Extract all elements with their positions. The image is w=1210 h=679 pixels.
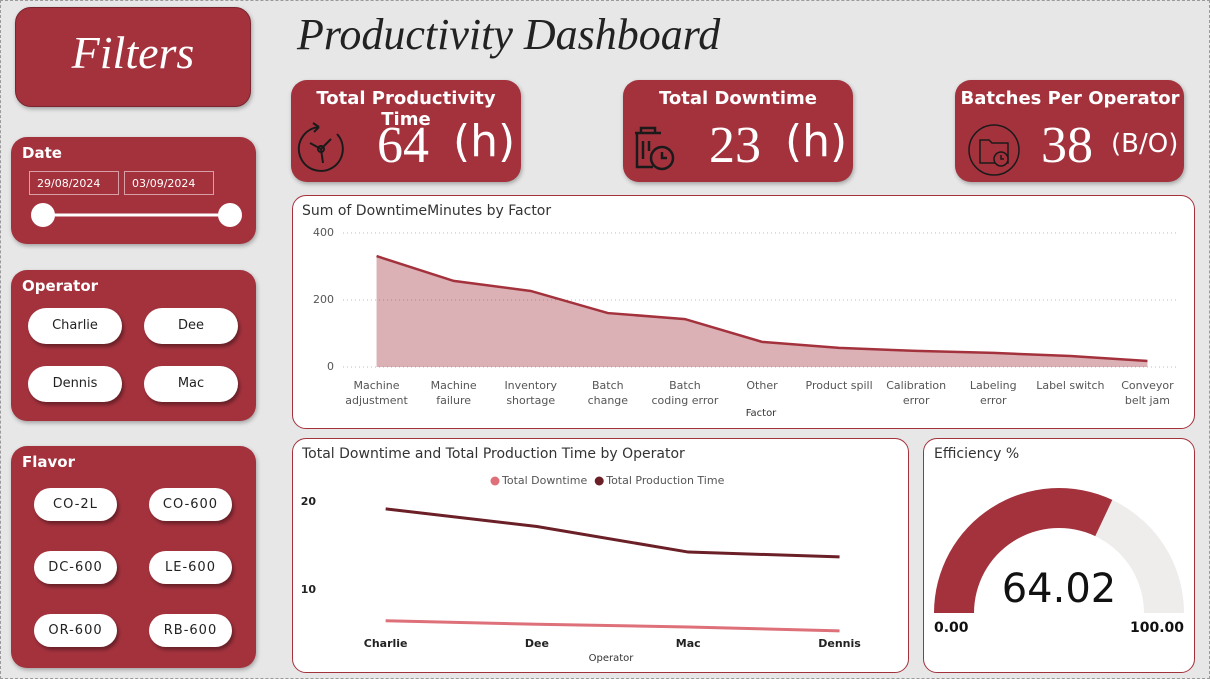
x-tick-label: Batch coding error xyxy=(651,379,719,407)
flavor-button[interactable]: LE-600 xyxy=(149,551,232,584)
kpi-title: Total Downtime xyxy=(659,88,817,109)
gauge-tick-label: 0.00 xyxy=(934,620,969,636)
x-tick-label: Batch change xyxy=(587,379,629,407)
chart-title: Efficiency % xyxy=(934,446,1019,462)
x-tick-label: Charlie xyxy=(364,637,408,650)
filters-title: Filters xyxy=(71,27,195,78)
y-tick-label: 400 xyxy=(313,226,334,239)
flavor-button[interactable]: OR-600 xyxy=(34,614,117,647)
y-tick-label: 200 xyxy=(313,293,334,306)
legend-marker xyxy=(490,476,500,486)
x-tick-label: Mac xyxy=(676,637,701,650)
flavor-button[interactable]: DC-600 xyxy=(34,551,117,584)
x-tick-label: Conveyor belt jam xyxy=(1121,379,1174,407)
legend-label: Total Downtime xyxy=(501,474,587,487)
legend-marker xyxy=(594,476,604,486)
x-axis-title: Operator xyxy=(589,653,635,664)
x-tick-label: Inventory shortage xyxy=(504,379,557,407)
x-tick-label: Labeling error xyxy=(969,379,1017,407)
x-tick-label: Dee xyxy=(525,637,549,650)
operator-button[interactable]: Dennis xyxy=(28,366,122,402)
operator-button[interactable]: Charlie xyxy=(28,308,122,344)
kpi-card xyxy=(623,80,853,182)
y-tick-label: 20 xyxy=(301,495,317,508)
kpi-unit: (h) xyxy=(785,116,848,167)
x-tick-label: Calibration error xyxy=(886,379,947,407)
date-label: Date xyxy=(22,144,62,162)
flavor-label: Flavor xyxy=(22,453,75,471)
slider-handle[interactable] xyxy=(218,203,242,227)
operator-button[interactable]: Mac xyxy=(144,366,238,402)
area xyxy=(376,256,1148,367)
series-line xyxy=(385,507,840,559)
series-line xyxy=(385,619,840,633)
gauge-tick-label: 100.00 xyxy=(1130,620,1184,636)
operator-button[interactable]: Dee xyxy=(144,308,238,344)
date-start[interactable]: 29/08/2024 xyxy=(29,171,119,195)
x-tick-label: Machine failure xyxy=(430,379,477,407)
kpi-unit: (B/O) xyxy=(1111,129,1179,159)
area-line xyxy=(376,254,1148,363)
page-title: Productivity Dashboard xyxy=(297,10,721,59)
clock-icon xyxy=(297,122,344,172)
kpi-title: Total Productivity Time xyxy=(316,88,496,130)
batch-icon xyxy=(968,124,1020,176)
gauge-fill xyxy=(934,488,1113,613)
x-axis-title: Factor xyxy=(746,408,777,419)
y-tick-label: 10 xyxy=(301,583,317,596)
kpi-unit: (h) xyxy=(453,116,516,167)
downtime-icon xyxy=(635,126,675,171)
legend-label: Total Production Time xyxy=(605,474,724,487)
slider-handle[interactable] xyxy=(31,203,55,227)
kpi-value: 38 xyxy=(1041,117,1093,174)
date-filter xyxy=(11,137,256,244)
x-tick-label: Product spill xyxy=(805,379,873,392)
gauge-value: 64.02 xyxy=(1002,566,1117,612)
filters-header: Filters xyxy=(15,7,251,107)
area-chart-card xyxy=(292,195,1195,429)
flavor-button[interactable]: RB-600 xyxy=(149,614,232,647)
y-tick-label: 0 xyxy=(327,360,334,373)
x-tick-label: Machine adjustment xyxy=(345,379,408,407)
kpi-card xyxy=(291,80,521,182)
kpi-title: Batches Per Operator xyxy=(960,88,1180,109)
x-tick-label: Label switch xyxy=(1036,379,1105,392)
operator-label: Operator xyxy=(22,277,99,295)
flavor-button[interactable]: CO-2L xyxy=(34,488,117,521)
x-tick-label: Other xyxy=(746,379,778,392)
flavor-button[interactable]: CO-600 xyxy=(149,488,232,521)
chart-title: Total Downtime and Total Production Time… xyxy=(301,446,685,462)
chart-title: Sum of DowntimeMinutes by Factor xyxy=(302,203,551,219)
kpi-value: 23 xyxy=(709,117,761,174)
date-end[interactable]: 03/09/2024 xyxy=(124,171,214,195)
kpi-card xyxy=(955,80,1184,182)
kpi-value: 64 xyxy=(377,117,429,174)
x-tick-label: Dennis xyxy=(818,637,861,650)
